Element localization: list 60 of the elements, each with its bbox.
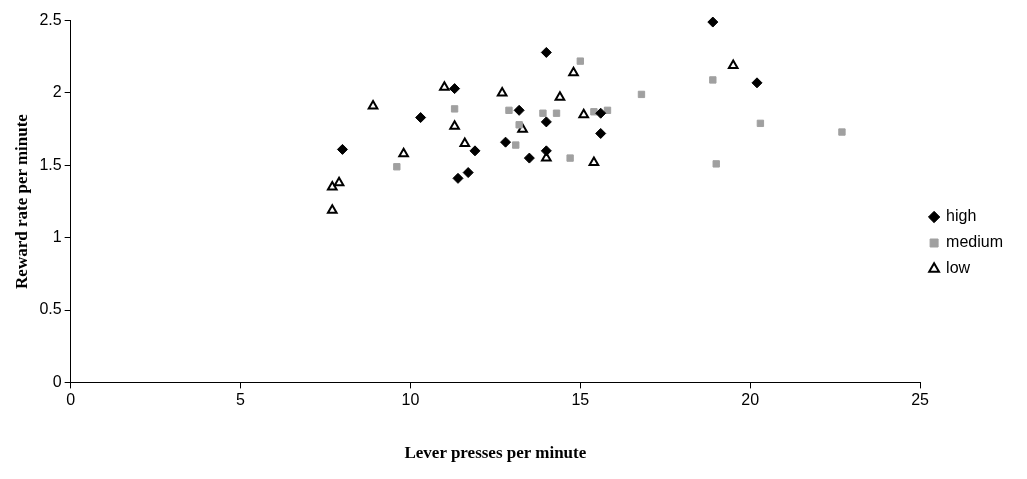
legend-label: high <box>946 207 977 225</box>
point <box>540 145 552 157</box>
point <box>637 90 646 99</box>
point <box>576 57 584 65</box>
y-tick-label: 1 <box>52 228 62 246</box>
point <box>709 76 717 84</box>
point <box>712 160 720 168</box>
point <box>450 105 459 113</box>
point <box>512 141 520 149</box>
x-tick-label: 0 <box>66 391 76 409</box>
point <box>756 119 765 128</box>
x-tick-label: 20 <box>741 391 760 409</box>
legend-label: low <box>946 259 971 277</box>
point <box>496 86 508 97</box>
point <box>523 152 535 164</box>
point <box>459 137 471 148</box>
y-tick-label: 1.5 <box>39 155 62 173</box>
point <box>469 145 481 157</box>
x-axis-title: Lever presses per minute <box>404 443 587 463</box>
point <box>449 83 461 95</box>
point <box>568 66 579 77</box>
y-tick-label: 2 <box>52 83 62 101</box>
point <box>333 176 345 187</box>
point <box>595 107 607 119</box>
x-tick-label: 5 <box>236 391 246 409</box>
point <box>393 163 401 171</box>
point <box>513 104 525 116</box>
legend-label: medium <box>946 233 1003 251</box>
point <box>540 116 552 128</box>
x-tick-label: 10 <box>401 391 420 409</box>
y-tick-label: 2.5 <box>39 11 62 29</box>
x-tick-label: 25 <box>911 391 930 409</box>
point <box>554 91 566 101</box>
point <box>500 136 512 148</box>
point <box>707 16 719 28</box>
point <box>326 204 338 214</box>
point <box>751 77 763 89</box>
point <box>505 106 513 115</box>
point <box>566 154 574 162</box>
y-tick-label: 0.5 <box>39 300 62 318</box>
point <box>727 59 739 69</box>
point <box>539 109 547 117</box>
point <box>415 112 427 124</box>
point <box>452 172 464 184</box>
point <box>367 99 379 110</box>
point <box>588 156 600 166</box>
point <box>462 167 474 179</box>
y-tick-label: 0 <box>52 372 62 390</box>
point <box>838 128 846 136</box>
x-tick-label: 15 <box>571 391 590 409</box>
point <box>398 147 409 158</box>
point <box>326 181 338 191</box>
point <box>540 46 552 58</box>
point <box>336 143 348 155</box>
point <box>595 127 607 139</box>
point <box>449 120 460 130</box>
point <box>439 81 450 91</box>
point <box>578 108 590 119</box>
point <box>552 109 561 117</box>
y-axis-title: Reward rate per minute <box>11 113 31 289</box>
